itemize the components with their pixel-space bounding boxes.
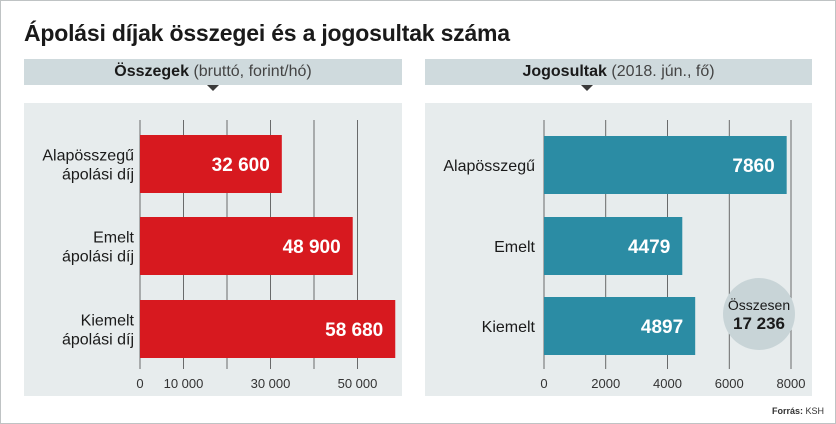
bar (140, 135, 282, 193)
tick-label: 10 000 (164, 376, 204, 391)
left-panel-title: Összegek (114, 63, 189, 80)
tick-label: 0 (136, 376, 143, 391)
bar (544, 136, 787, 194)
category-label: Alapösszegű (42, 148, 134, 165)
category-label: Emelt (93, 230, 134, 247)
tick-label: 50 000 (338, 376, 378, 391)
category-label: ápolási díj (62, 249, 134, 266)
right-panel: 7860 Alapösszegű 4479 Emelt 4897 Kiemelt 0 2000… (425, 103, 812, 396)
category-label: Kiemelt (81, 313, 135, 330)
source-value: KSH (805, 406, 824, 416)
total-label: Összesen (728, 296, 790, 313)
tick-label: 0 (540, 376, 547, 391)
category-label: Alapösszegű (443, 158, 535, 175)
data-label: 32 600 (212, 155, 270, 176)
bar (140, 217, 353, 275)
figure-title: Ápolási díjak összegei és a jogosultak s… (24, 20, 510, 46)
tick-label: 8000 (777, 376, 806, 391)
category-label: Emelt (494, 239, 535, 256)
data-label: 48 900 (283, 237, 341, 258)
data-label: 58 680 (325, 320, 383, 341)
category-label: ápolási díj (62, 167, 134, 184)
left-header-pointer (207, 85, 219, 91)
left-panel: 32 600 Alapösszegű ápolási díj 48 900 Emelt á… (24, 103, 402, 396)
category-label: Kiemelt (482, 319, 536, 336)
right-panel-header: Jogosultak (2018. jún., fő) (425, 59, 812, 85)
total-badge (723, 278, 795, 350)
total-value: 17 236 (733, 314, 785, 333)
left-bar-chart: 32 600 Alapösszegű ápolási díj 48 900 Emelt á… (42, 120, 396, 391)
bar (544, 297, 696, 355)
data-label: 4479 (628, 237, 670, 258)
category-label: ápolási díj (62, 332, 134, 349)
tick-label: 6000 (715, 376, 744, 391)
tick-label: 30 000 (251, 376, 291, 391)
bar (544, 217, 683, 275)
bar (140, 300, 396, 358)
tick-label: 2000 (591, 376, 620, 391)
right-header-pointer (581, 85, 593, 91)
tick-label: 4000 (653, 376, 682, 391)
right-panel-title: Jogosultak (522, 63, 607, 80)
source-note: Forrás: KSH (772, 406, 824, 416)
data-label: 4897 (641, 317, 683, 338)
source-label: Forrás: (771, 406, 803, 416)
data-label: 7860 (732, 156, 774, 177)
left-panel-header: Összegek (bruttó, forint/hó) (24, 59, 402, 85)
right-bar-chart: 7860 Alapösszegű 4479 Emelt 4897 Kiemelt 0 2000… (443, 120, 806, 391)
left-panel-subtitle: (bruttó, forint/hó) (193, 63, 312, 80)
right-panel-subtitle: (2018. jún., fő) (611, 63, 715, 80)
